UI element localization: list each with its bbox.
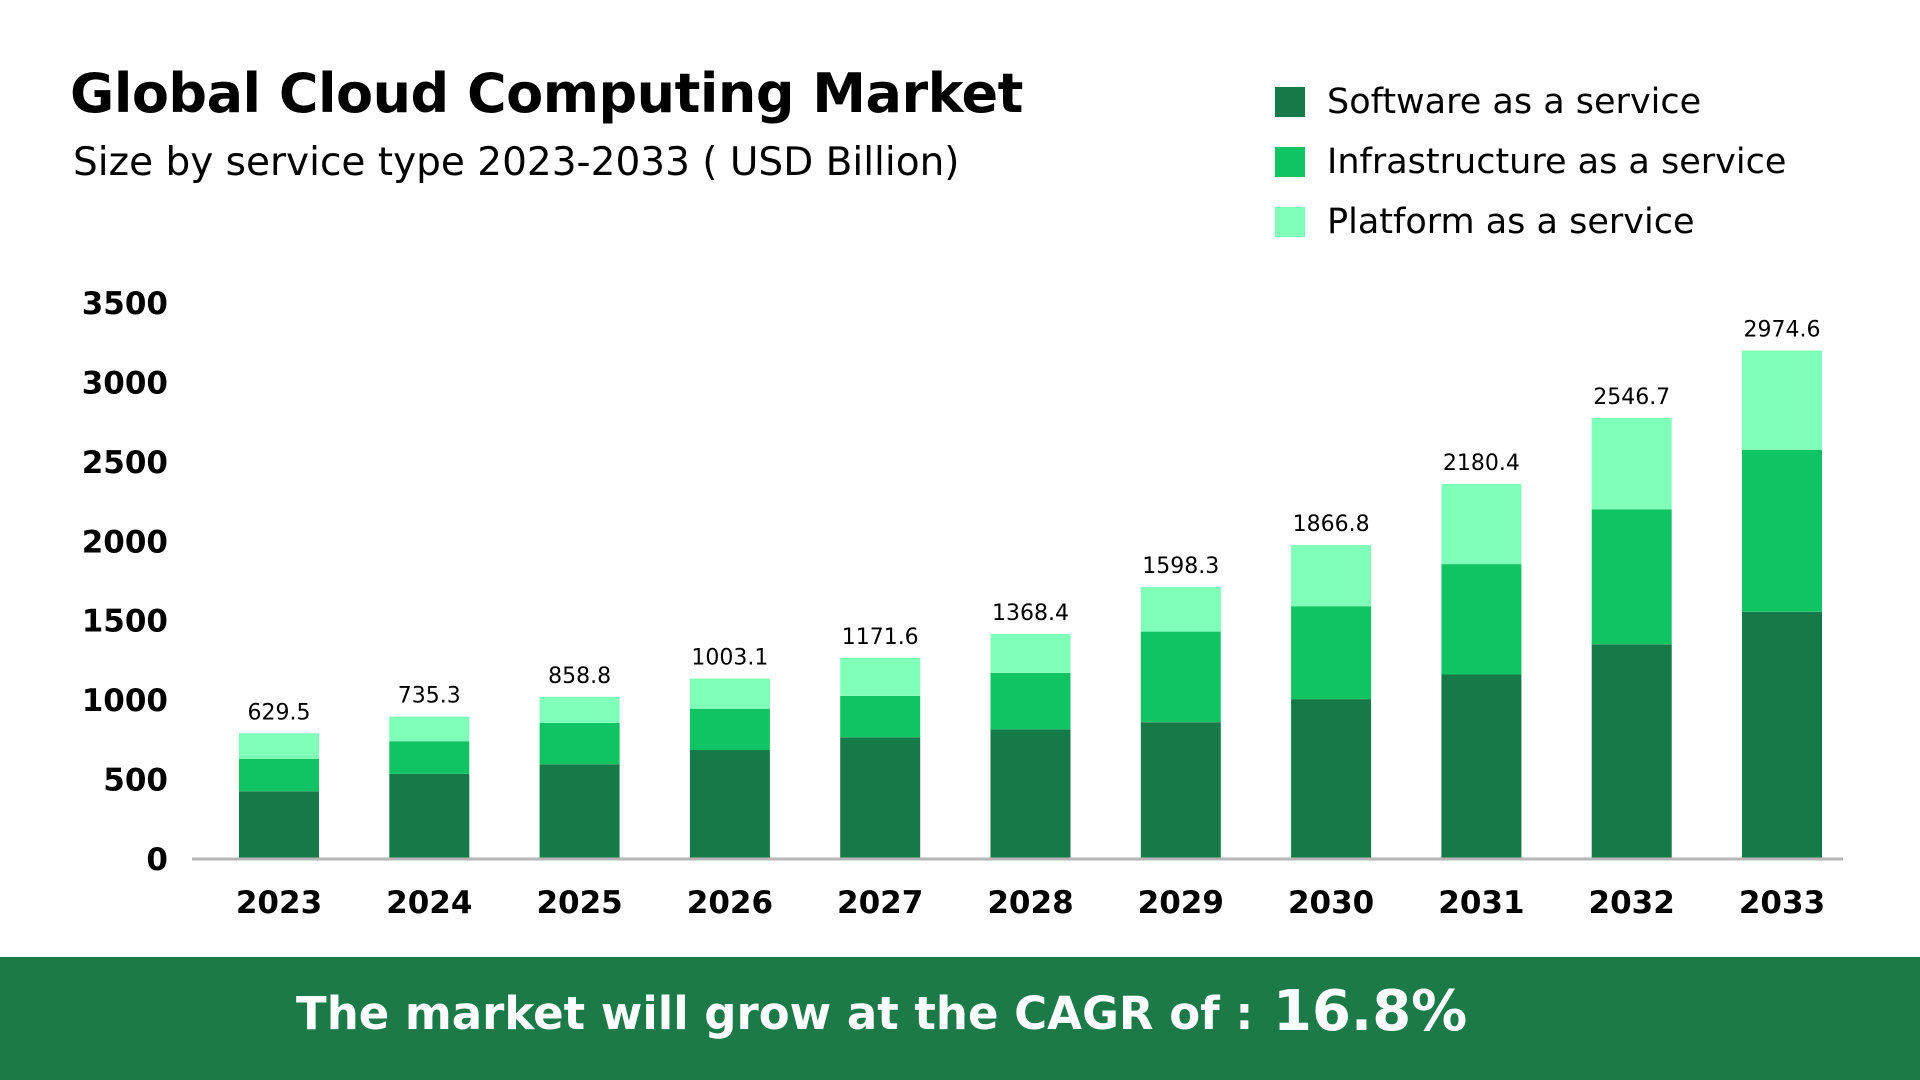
bar-segment-platform bbox=[389, 716, 470, 742]
bar-total-label: 2180.4 bbox=[1443, 451, 1520, 476]
bar-segment-software bbox=[1291, 699, 1372, 858]
bar-segment-platform bbox=[539, 696, 620, 723]
x-tick-label: 2032 bbox=[1589, 885, 1675, 921]
legend-item-infrastructure: Infrastructure as a service bbox=[1275, 132, 1786, 192]
bar-segment-software bbox=[990, 729, 1071, 858]
bar-segment-infrastructure bbox=[1742, 449, 1822, 612]
x-tick-label: 2031 bbox=[1438, 885, 1524, 921]
bar-total-label: 1368.4 bbox=[992, 601, 1069, 626]
y-tick-label: 0 bbox=[146, 842, 168, 878]
bar-segment-software bbox=[840, 737, 921, 858]
y-tick-label: 2500 bbox=[82, 445, 168, 481]
bar-total-label: 629.5 bbox=[248, 700, 311, 725]
y-tick-label: 3000 bbox=[82, 365, 168, 401]
bar-segment-platform bbox=[1742, 350, 1822, 450]
bar-total-label: 2974.6 bbox=[1744, 318, 1821, 343]
bar-segment-infrastructure bbox=[1591, 509, 1672, 645]
x-tick-label: 2029 bbox=[1138, 885, 1224, 921]
legend-label-platform: Platform as a service bbox=[1327, 202, 1695, 242]
bar-segment-platform bbox=[239, 733, 319, 759]
bar-total-label: 1866.8 bbox=[1293, 512, 1370, 537]
bar-total-label: 1171.6 bbox=[842, 625, 919, 650]
y-tick-label: 3500 bbox=[82, 286, 168, 322]
bar-segment-infrastructure bbox=[840, 696, 921, 738]
legend-item-platform: Platform as a service bbox=[1275, 192, 1786, 252]
bar-segment-software bbox=[539, 764, 620, 858]
bar-segment-infrastructure bbox=[1140, 631, 1221, 723]
cagr-banner: The market will grow at the CAGR of : 16… bbox=[0, 957, 1920, 1080]
bar-segment-platform bbox=[840, 657, 921, 696]
legend-item-software: Software as a service bbox=[1275, 72, 1786, 132]
x-tick-label: 2028 bbox=[987, 885, 1073, 921]
bar-segment-software bbox=[239, 791, 319, 858]
stacked-bar-chart: 0 500 1000 1500 2000 2500 3000 3500 629.5 2023 735… bbox=[82, 286, 1843, 921]
x-tick-label: 2025 bbox=[536, 885, 622, 921]
legend-swatch-platform bbox=[1275, 207, 1305, 237]
legend-swatch-infrastructure bbox=[1275, 147, 1305, 177]
bar-segment-infrastructure bbox=[239, 758, 319, 792]
y-tick-label: 2000 bbox=[82, 524, 168, 560]
y-tick-label: 1000 bbox=[82, 683, 168, 719]
bar-segment-infrastructure bbox=[990, 672, 1071, 730]
legend-label-software: Software as a service bbox=[1327, 82, 1702, 122]
bar-segment-infrastructure bbox=[539, 723, 620, 765]
bar-segment-platform bbox=[689, 678, 770, 709]
bar-segment-infrastructure bbox=[1441, 564, 1522, 675]
cagr-value: 16.8% bbox=[1273, 979, 1468, 1044]
y-tick-label: 1500 bbox=[82, 604, 168, 640]
chart-title: Global Cloud Computing Market bbox=[70, 62, 1024, 125]
bar-segment-platform bbox=[1140, 587, 1221, 632]
bar-segment-software bbox=[1441, 674, 1522, 858]
bar-segment-software bbox=[689, 750, 770, 858]
bar-segment-platform bbox=[1441, 483, 1522, 565]
bar-segment-software bbox=[1140, 722, 1221, 858]
bar-segment-infrastructure bbox=[389, 741, 470, 774]
cagr-text: The market will grow at the CAGR of : bbox=[296, 987, 1254, 1040]
bar-segment-platform bbox=[1291, 545, 1372, 607]
bar-segment-software bbox=[1742, 611, 1822, 858]
bar-total-label: 1598.3 bbox=[1142, 554, 1219, 579]
x-tick-label: 2024 bbox=[386, 885, 472, 921]
chart-subtitle: Size by service type 2023-2033 ( USD Bil… bbox=[73, 140, 960, 185]
x-tick-label: 2033 bbox=[1739, 885, 1825, 921]
x-tick-label: 2026 bbox=[687, 885, 773, 921]
bar-segment-platform bbox=[1591, 418, 1672, 510]
bar-total-label: 735.3 bbox=[398, 684, 461, 709]
legend: Software as a service Infrastructure as … bbox=[1275, 72, 1786, 252]
bar-total-label: 1003.1 bbox=[691, 646, 768, 671]
bar-segment-infrastructure bbox=[1291, 606, 1372, 700]
bar-segment-infrastructure bbox=[689, 708, 770, 750]
bar-total-label: 2546.7 bbox=[1593, 385, 1670, 410]
bar-segment-software bbox=[389, 773, 470, 858]
x-tick-label: 2030 bbox=[1288, 885, 1374, 921]
x-tick-label: 2023 bbox=[236, 885, 322, 921]
bar-segment-software bbox=[1591, 644, 1672, 858]
bar-total-label: 858.8 bbox=[548, 664, 611, 689]
x-tick-label: 2027 bbox=[837, 885, 923, 921]
y-tick-label: 500 bbox=[103, 763, 168, 799]
bar-segment-platform bbox=[990, 634, 1071, 673]
legend-label-infrastructure: Infrastructure as a service bbox=[1327, 142, 1787, 182]
legend-swatch-software bbox=[1275, 87, 1305, 117]
